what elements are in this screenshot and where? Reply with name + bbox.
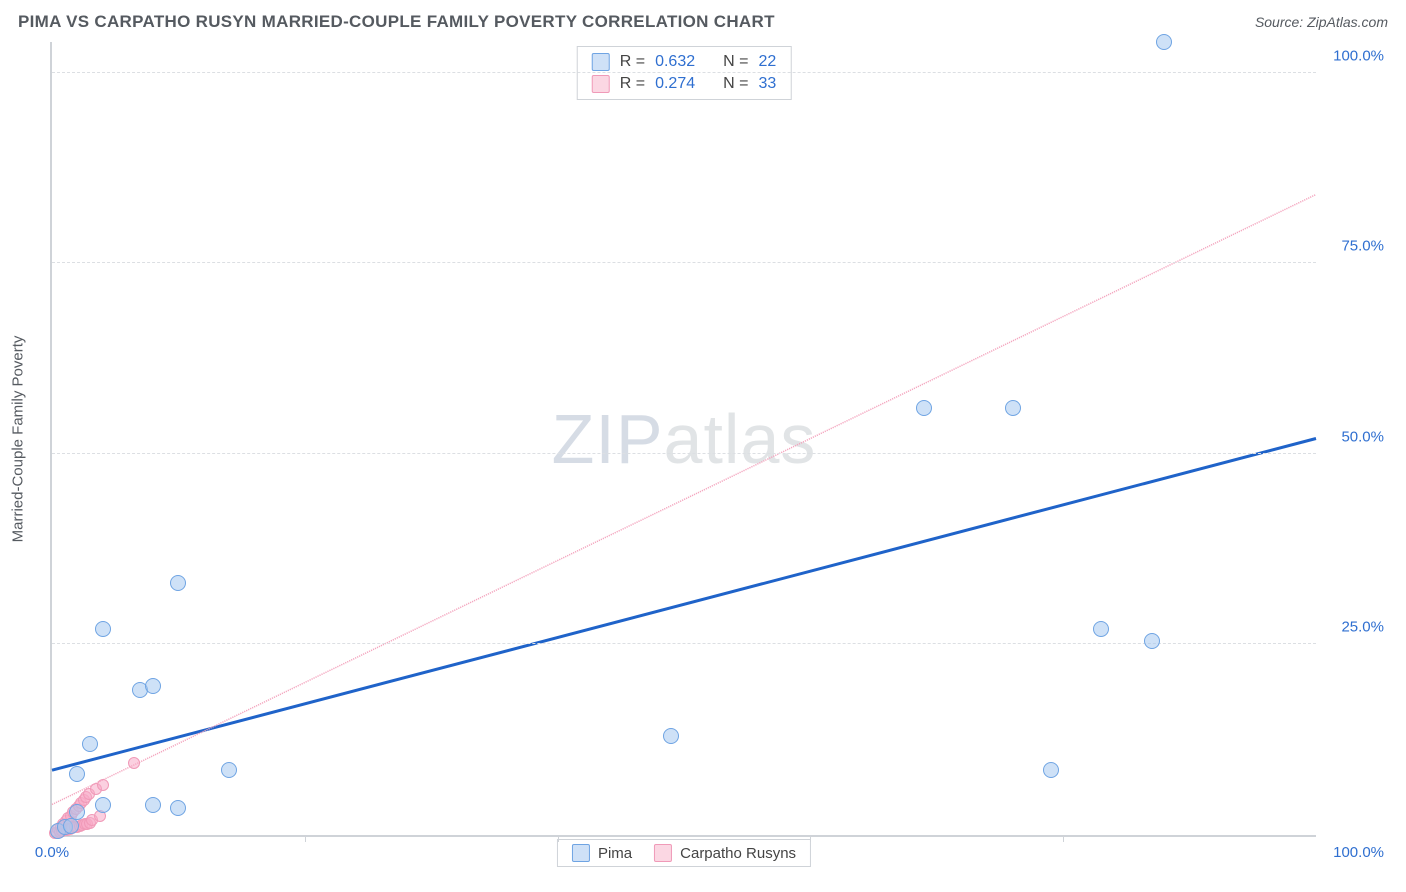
- point-pima: [1093, 621, 1109, 637]
- point-pima: [95, 621, 111, 637]
- trend-lines: [52, 42, 1316, 835]
- point-carpatho-rusyns: [97, 779, 109, 791]
- source-label: Source:: [1255, 14, 1307, 30]
- chart-source: Source: ZipAtlas.com: [1255, 14, 1388, 30]
- point-pima: [69, 804, 85, 820]
- point-pima: [1144, 633, 1160, 649]
- x-tick-min: 0.0%: [35, 844, 69, 861]
- point-pima: [170, 800, 186, 816]
- legend-series-label: Carpatho Rusyns: [680, 845, 796, 862]
- x-tick-mark: [305, 835, 306, 842]
- chart-area: ZIPatlas Married-Couple Family Poverty R…: [50, 42, 1316, 837]
- point-pima: [69, 766, 85, 782]
- gridline-h: [52, 643, 1316, 644]
- legend-series-item: Pima: [572, 844, 632, 862]
- point-pima: [63, 818, 79, 834]
- gridline-h: [52, 72, 1316, 73]
- point-pima: [1156, 34, 1172, 50]
- legend-swatch: [592, 75, 610, 93]
- legend-swatch: [572, 844, 590, 862]
- legend-swatch: [654, 844, 672, 862]
- legend-series-item: Carpatho Rusyns: [654, 844, 796, 862]
- legend-correlation-row: R = 0.632 N = 22: [578, 51, 791, 73]
- legend-swatch: [592, 53, 610, 71]
- y-tick-label: 50.0%: [1341, 428, 1384, 445]
- point-pima: [145, 797, 161, 813]
- r-value: 0.632: [655, 53, 695, 71]
- y-axis-label: Married-Couple Family Poverty: [10, 335, 27, 542]
- trend-line-carpatho-rusyns: [52, 195, 1316, 805]
- x-tick-max: 100.0%: [1333, 844, 1384, 861]
- point-pima: [1005, 400, 1021, 416]
- legend-correlation-row: R = 0.274 N = 33: [578, 73, 791, 95]
- point-pima: [663, 728, 679, 744]
- r-label: R =: [620, 53, 645, 71]
- legend-correlation: R = 0.632 N = 22 R = 0.274 N = 33: [577, 46, 792, 100]
- x-tick-mark: [1063, 835, 1064, 842]
- x-tick-mark: [558, 835, 559, 842]
- x-tick-mark: [810, 835, 811, 842]
- point-carpatho-rusyns: [128, 757, 140, 769]
- trend-line-pima: [52, 439, 1316, 771]
- n-label: N =: [723, 75, 748, 93]
- gridline-h: [52, 453, 1316, 454]
- legend-series-label: Pima: [598, 845, 632, 862]
- y-tick-label: 75.0%: [1341, 238, 1384, 255]
- point-pima: [145, 678, 161, 694]
- legend-series: Pima Carpatho Rusyns: [557, 839, 811, 867]
- source-name: ZipAtlas.com: [1307, 14, 1388, 30]
- n-value: 33: [758, 75, 776, 93]
- y-tick-label: 100.0%: [1333, 47, 1384, 64]
- point-pima: [82, 736, 98, 752]
- chart-title: PIMA VS CARPATHO RUSYN MARRIED-COUPLE FA…: [18, 12, 775, 32]
- plot-region: ZIPatlas Married-Couple Family Poverty R…: [50, 42, 1316, 837]
- point-pima: [170, 575, 186, 591]
- r-label: R =: [620, 75, 645, 93]
- point-pima: [1043, 762, 1059, 778]
- y-tick-label: 25.0%: [1341, 619, 1384, 636]
- r-value: 0.274: [655, 75, 695, 93]
- gridline-h: [52, 262, 1316, 263]
- chart-header: PIMA VS CARPATHO RUSYN MARRIED-COUPLE FA…: [0, 0, 1406, 38]
- n-label: N =: [723, 53, 748, 71]
- point-pima: [95, 797, 111, 813]
- point-pima: [221, 762, 237, 778]
- point-pima: [916, 400, 932, 416]
- n-value: 22: [758, 53, 776, 71]
